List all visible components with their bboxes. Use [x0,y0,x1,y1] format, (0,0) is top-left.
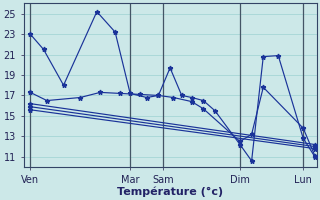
X-axis label: Température (°c): Température (°c) [117,186,223,197]
